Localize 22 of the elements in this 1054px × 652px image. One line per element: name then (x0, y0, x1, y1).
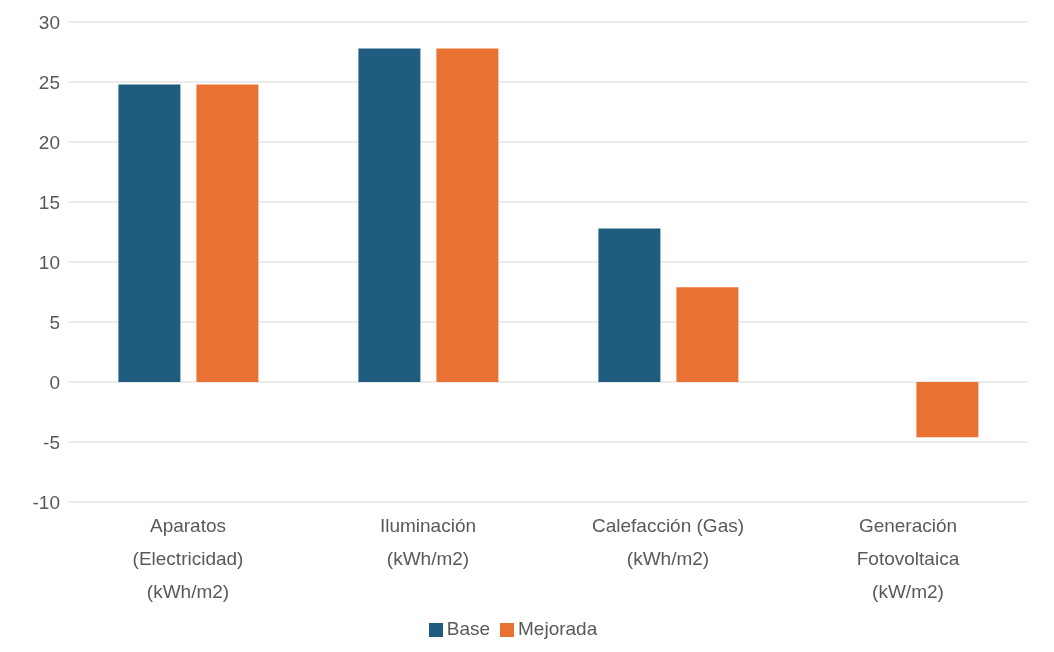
bar (676, 287, 739, 382)
legend-label: Mejorada (518, 618, 598, 639)
bar (598, 228, 661, 382)
bar (118, 84, 181, 382)
y-tick-label: -10 (32, 491, 60, 513)
y-tick-label: 20 (38, 131, 60, 153)
x-tick-label: Iluminación (kWh/m2) (379, 515, 477, 569)
legend-label: Base (446, 618, 491, 639)
y-tick-label: 0 (49, 371, 60, 393)
bar (358, 48, 421, 382)
y-tick-label: 5 (49, 311, 60, 333)
bar (196, 84, 259, 382)
x-tick-label: Aparatos (Electricidad) (kWh/m2) (132, 515, 244, 602)
x-tick-label: Generación Fotovoltaica (kW/m2) (856, 515, 960, 602)
bar (916, 382, 979, 438)
x-tick-label: Calefacción (Gas) (kWh/m2) (591, 515, 745, 569)
y-tick-label: -5 (43, 431, 60, 453)
bar (436, 48, 499, 382)
y-tick-label: 10 (38, 251, 60, 273)
y-tick-label: 15 (38, 191, 60, 213)
y-tick-label: 25 (38, 71, 60, 93)
y-tick-label: 30 (38, 11, 60, 33)
